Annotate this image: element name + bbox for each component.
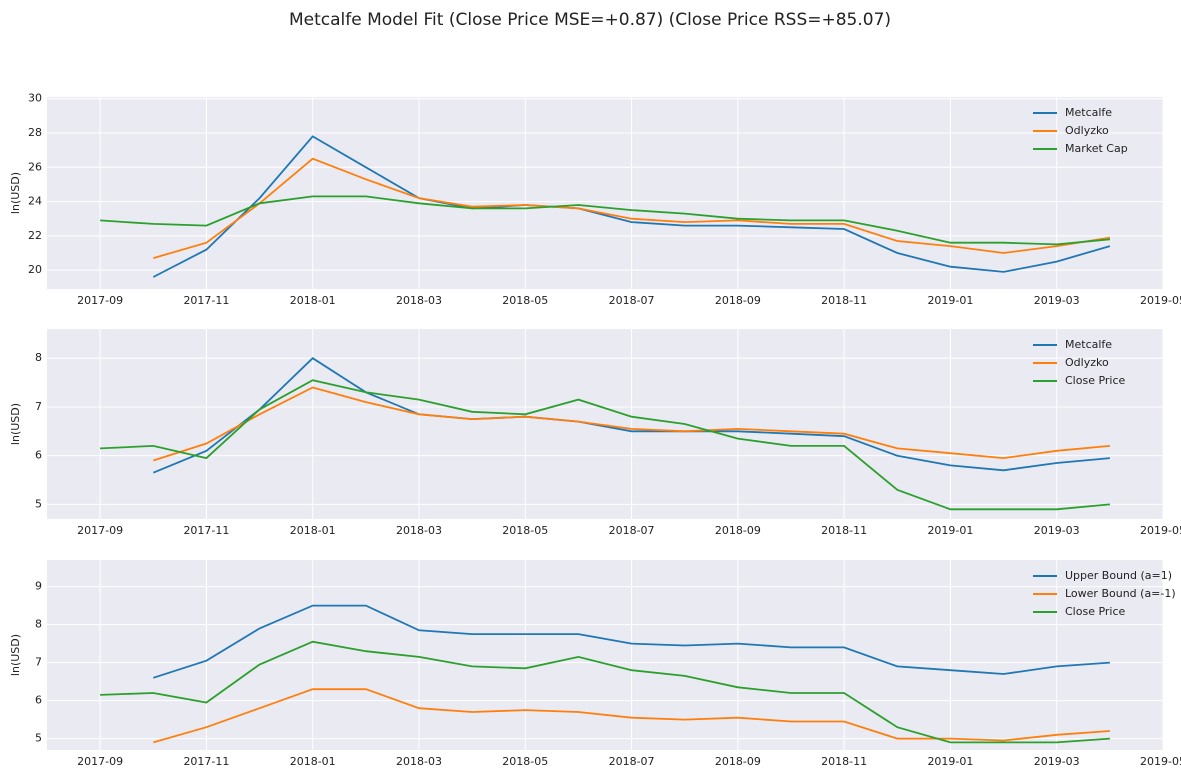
- y-tick-label: 20: [28, 263, 42, 276]
- x-tick-label: 2018-01: [290, 524, 336, 537]
- x-tick-label: 2019-01: [927, 294, 973, 307]
- x-tick-label: 2018-09: [715, 294, 761, 307]
- x-tick-label: 2018-05: [502, 524, 548, 537]
- x-tick-label: 2017-09: [77, 294, 123, 307]
- y-tick-label: 5: [35, 497, 42, 510]
- plot-area: [47, 97, 1163, 289]
- series-line: [100, 379, 1110, 511]
- x-tick-label: 2019-01: [927, 755, 973, 768]
- x-tick-label: 2018-01: [290, 755, 336, 768]
- x-tick-label: 2017-11: [183, 755, 229, 768]
- series-line: [100, 195, 1110, 246]
- y-tick-label: 28: [28, 126, 42, 139]
- x-tick-label: 2018-03: [396, 294, 442, 307]
- x-tick-label: 2018-11: [821, 524, 867, 537]
- legend-label: Close Price: [1065, 374, 1126, 387]
- x-tick-label: 2017-09: [77, 755, 123, 768]
- y-tick-label: 9: [35, 580, 42, 593]
- legend-label: Market Cap: [1065, 142, 1128, 155]
- x-tick-label: 2018-09: [715, 524, 761, 537]
- series-line: [152, 135, 1111, 278]
- legend-label: Upper Bound (a=1): [1065, 569, 1172, 582]
- y-tick-label: 8: [35, 351, 42, 364]
- x-tick-label: 2018-03: [396, 755, 442, 768]
- x-tick-label: 2018-05: [502, 294, 548, 307]
- y-tick-label: 8: [35, 618, 42, 631]
- x-tick-label: 2018-11: [821, 755, 867, 768]
- y-tick-label: 5: [35, 732, 42, 745]
- y-axis-label: ln(USD): [9, 172, 22, 214]
- y-tick-label: 26: [28, 160, 42, 173]
- x-tick-label: 2017-09: [77, 524, 123, 537]
- x-tick-label: 2018-01: [290, 294, 336, 307]
- y-tick-label: 7: [35, 400, 42, 413]
- y-tick-label: 7: [35, 656, 42, 669]
- legend-label: Close Price: [1065, 605, 1126, 618]
- x-tick-label: 2017-11: [183, 294, 229, 307]
- series-line: [153, 157, 1111, 259]
- legend-label: Odlyzko: [1065, 356, 1109, 369]
- x-tick-label: 2018-07: [609, 755, 655, 768]
- plot-area: [47, 329, 1163, 519]
- series-line: [152, 357, 1110, 474]
- legend-label: Lower Bound (a=-1): [1065, 587, 1176, 600]
- x-tick-label: 2018-09: [715, 755, 761, 768]
- x-tick-label: 2018-07: [609, 524, 655, 537]
- series-line: [153, 386, 1110, 462]
- x-tick-label: 2018-05: [502, 755, 548, 768]
- x-tick-label: 2018-03: [396, 524, 442, 537]
- y-tick-label: 22: [28, 229, 42, 242]
- x-tick-label: 2019-03: [1034, 294, 1080, 307]
- x-tick-label: 2019-01: [927, 524, 973, 537]
- x-tick-label: 2018-11: [821, 294, 867, 307]
- y-axis-label: ln(USD): [9, 403, 22, 445]
- x-tick-label: 2017-11: [183, 524, 229, 537]
- x-tick-label: 2019-05: [1140, 524, 1181, 537]
- series-line: [153, 688, 1110, 744]
- y-tick-label: 30: [28, 92, 42, 105]
- y-axis-label: ln(USD): [9, 634, 22, 676]
- x-tick-label: 2019-03: [1034, 755, 1080, 768]
- y-tick-label: 24: [28, 195, 42, 208]
- x-tick-label: 2019-03: [1034, 524, 1080, 537]
- y-tick-label: 6: [35, 449, 42, 462]
- legend-label: Odlyzko: [1065, 124, 1109, 137]
- legend-label: Metcalfe: [1065, 338, 1112, 351]
- series-line: [153, 604, 1110, 679]
- x-tick-label: 2018-07: [609, 294, 655, 307]
- legend-label: Metcalfe: [1065, 106, 1112, 119]
- x-tick-label: 2019-05: [1140, 294, 1181, 307]
- y-tick-label: 6: [35, 694, 42, 707]
- series-line: [100, 640, 1110, 744]
- x-tick-label: 2019-05: [1140, 755, 1181, 768]
- figure-title: Metcalfe Model Fit (Close Price MSE=+0.8…: [289, 10, 891, 30]
